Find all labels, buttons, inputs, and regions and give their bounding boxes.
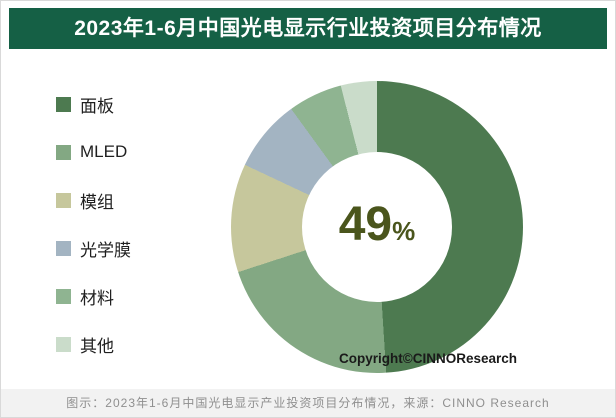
legend-item: 面板 [56,95,131,116]
chart-legend: 面板 MLED 模组 光学膜 材料 其他 [56,95,131,383]
donut-hole [302,152,452,302]
legend-item: 材料 [56,287,131,308]
legend-label: 光学膜 [80,240,131,260]
legend-swatch [56,288,71,304]
legend-swatch [56,144,71,160]
legend-item: 模组 [56,191,131,212]
donut-center-label: 49% [231,201,523,249]
legend-item: 其他 [56,335,131,356]
legend-item: MLED [56,142,131,161]
donut-center-unit: % [392,216,416,247]
legend-swatch [56,96,71,112]
donut-center-value: 49 [338,198,393,252]
page-title: 2023年1-6月中国光电显示行业投资项目分布情况 [9,8,607,49]
legend-label: 面板 [80,96,114,116]
chart-area: 面板 MLED 模组 光学膜 材料 其他 [1,49,615,389]
legend-swatch [56,336,71,352]
legend-swatch [56,240,71,256]
donut-chart-wrap: 49% [231,81,523,373]
legend-label: 材料 [80,288,114,308]
legend-label: 模组 [80,192,114,212]
footer-caption: 图示：2023年1-6月中国光电显示产业投资项目分布情况，来源：CINNO Re… [1,389,615,417]
legend-label: MLED [80,142,128,161]
copyright-text: Copyright©CINNOResearch [339,351,517,366]
legend-item: 光学膜 [56,239,131,260]
legend-swatch [56,192,71,208]
legend-label: 其他 [80,336,114,356]
